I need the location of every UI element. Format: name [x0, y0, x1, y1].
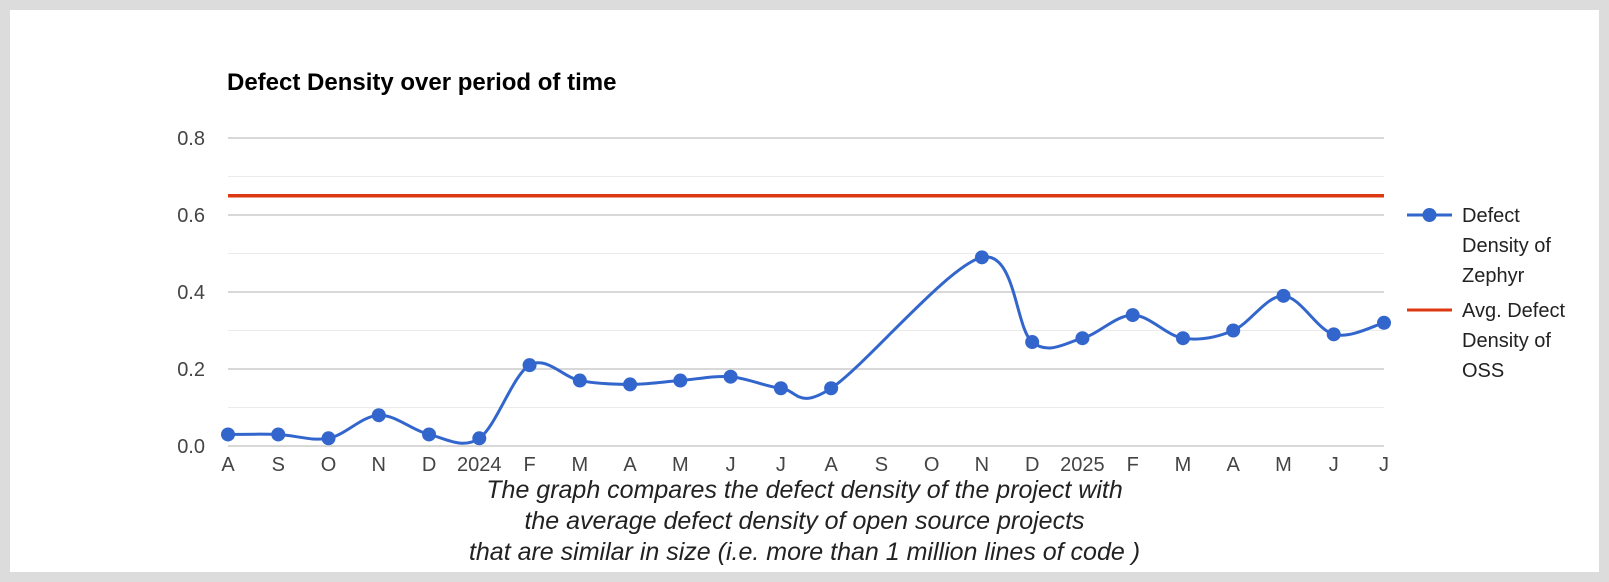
data-point [1025, 335, 1040, 350]
x-tick-label: N [372, 454, 386, 476]
x-tick-label: M [1175, 454, 1192, 476]
x-tick-label: A [221, 454, 235, 476]
x-tick-label: J [1379, 454, 1389, 476]
x-tick-label: S [272, 454, 285, 476]
data-point [1125, 308, 1140, 323]
x-tick-label: J [1329, 454, 1339, 476]
x-tick-label: D [1025, 454, 1039, 476]
y-axis-tick-labels: 0.0 0.2 0.4 0.6 0.8 [177, 128, 205, 458]
gridlines [228, 137, 1384, 447]
y-tick-label: 0.0 [177, 436, 205, 458]
chart-title: Defect Density over period of time [227, 69, 616, 96]
legend-entry: Avg. Defect Density of OSS [1407, 300, 1565, 382]
data-point [371, 408, 386, 423]
legend-label: Avg. Defect [1462, 300, 1565, 322]
y-tick-label: 0.6 [177, 205, 205, 227]
data-point [321, 431, 336, 446]
data-point [1377, 315, 1391, 330]
x-tick-label: O [321, 454, 337, 476]
x-tick-label: D [422, 454, 436, 476]
data-point [221, 427, 235, 442]
x-axis-tick-labels: A S O N D 2024 F M A M J J A S O N D 2025 F M A M J J [221, 454, 1389, 476]
data-point [773, 381, 788, 396]
y-tick-label: 0.2 [177, 359, 205, 381]
legend: Defect Density of Zephyr Avg. Defect Density… [1407, 205, 1565, 382]
x-tick-label: M [571, 454, 588, 476]
data-point [422, 427, 437, 442]
x-tick-label: J [726, 454, 736, 476]
series-defect-density-zephyr [221, 250, 1391, 446]
x-tick-label: A [1227, 454, 1241, 476]
data-point [572, 373, 587, 388]
data-point [271, 427, 286, 442]
caption-line-3: that are similar in size (i.e. more than… [468, 538, 1141, 566]
x-tick-label: O [924, 454, 940, 476]
x-tick-label: 2025 [1060, 454, 1105, 476]
data-point [623, 377, 638, 392]
data-point [1175, 331, 1190, 346]
chart-caption: The graph compares the defect density of… [0, 475, 1609, 568]
x-tick-label: 2024 [457, 454, 502, 476]
data-point [824, 381, 839, 396]
data-point [1326, 327, 1341, 342]
data-point [522, 358, 537, 373]
legend-label: Density of [1462, 235, 1551, 257]
data-point [723, 369, 738, 384]
x-tick-label: A [623, 454, 637, 476]
y-tick-label: 0.8 [177, 128, 205, 150]
y-tick-label: 0.4 [177, 282, 205, 304]
chart-panel [10, 10, 1599, 572]
x-tick-label: F [1127, 454, 1139, 476]
x-tick-label: N [975, 454, 989, 476]
caption-line-2: the average defect density of open sourc… [524, 507, 1085, 535]
x-tick-label: F [523, 454, 535, 476]
data-point [472, 431, 487, 446]
legend-label: Zephyr [1462, 265, 1525, 287]
series-line [227, 255, 1385, 445]
data-point [1226, 323, 1241, 338]
data-point [1276, 288, 1291, 303]
legend-label: Density of [1462, 330, 1551, 352]
legend-entry: Defect Density of Zephyr [1407, 205, 1551, 287]
caption-line-1: The graph compares the defect density of… [486, 476, 1123, 504]
data-point [974, 250, 989, 265]
legend-label: OSS [1462, 360, 1504, 382]
x-tick-label: S [875, 454, 888, 476]
legend-swatch-marker [1422, 208, 1437, 222]
x-tick-label: J [776, 454, 786, 476]
x-tick-label: M [1275, 454, 1292, 476]
x-tick-label: M [672, 454, 689, 476]
data-point [1075, 331, 1090, 346]
series [221, 194, 1391, 446]
x-tick-label: A [824, 454, 838, 476]
data-point [673, 373, 688, 388]
legend-label: Defect [1462, 205, 1520, 227]
